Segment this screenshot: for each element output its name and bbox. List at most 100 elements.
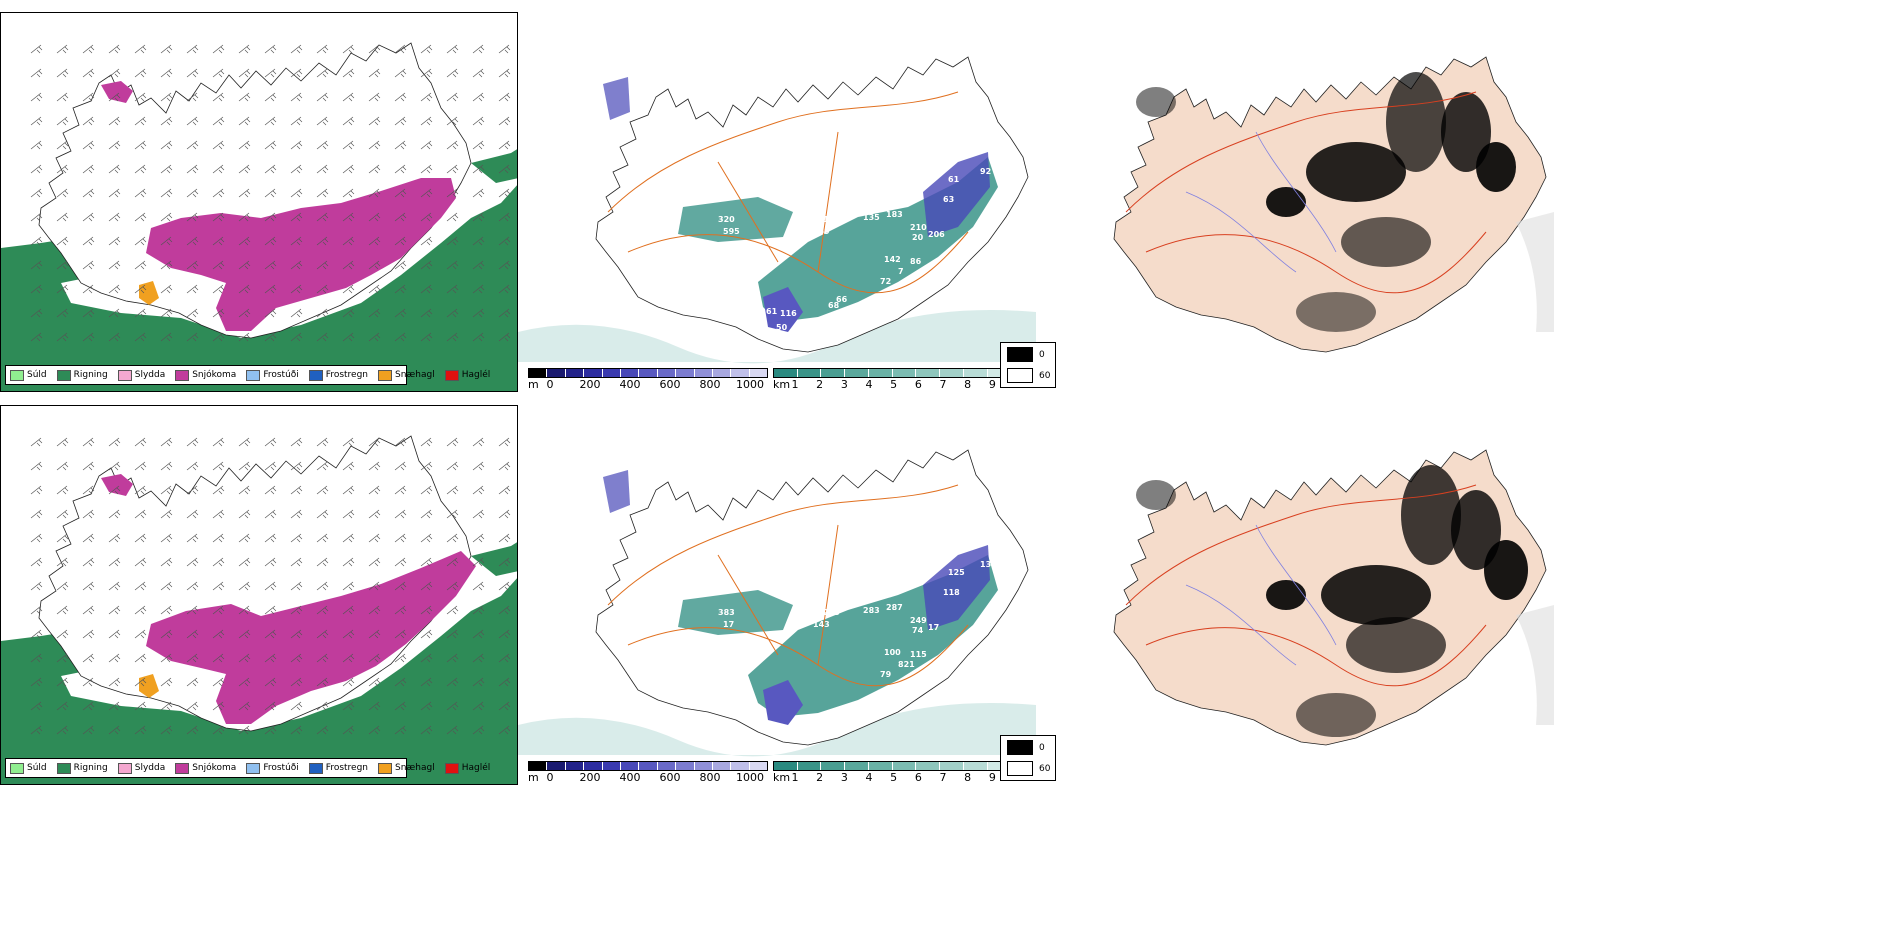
precip-legend-item: Snæhagl — [378, 369, 435, 381]
cloudbase-patch-northwest — [603, 470, 630, 513]
cloud-value-label: 821 — [898, 660, 915, 669]
fog-patches — [1136, 72, 1516, 332]
legend-swatch — [246, 369, 261, 381]
precip-legend: Súld Rigning Slydda Snjókoma Frostúði Frostre… — [5, 758, 490, 778]
fog-dark-swatch — [1007, 347, 1033, 362]
cloud-value-label: 125 — [948, 568, 965, 577]
colorbar-segment — [774, 369, 798, 377]
precip-legend-item: Haglél — [444, 762, 490, 774]
visibility-colorbar — [773, 761, 1035, 771]
colorbar-tick: 200 — [579, 378, 601, 391]
colorbar-segment — [868, 762, 893, 770]
fog-legend: 0 60 — [1000, 342, 1056, 388]
cloud-value-label: 287 — [886, 603, 903, 612]
colorbar-segment — [694, 762, 713, 770]
wind-barbs — [30, 437, 511, 735]
fog-dark-label: 0 — [1039, 742, 1045, 753]
colorbar-tick: 1 — [791, 378, 799, 391]
fog-patch — [1341, 217, 1431, 267]
cloud-value-label: 86 — [910, 257, 922, 266]
snow-area-northwest — [101, 474, 133, 496]
colorbar-segment — [712, 369, 732, 377]
colorbar-segment — [797, 762, 822, 770]
legend-label: Snjókoma — [192, 370, 237, 380]
visibility-ticks: km12345678910 — [773, 771, 1035, 785]
colorbar-tick: 800 — [699, 378, 721, 391]
colorbar-tick: 0 — [546, 378, 554, 391]
legend-swatch — [378, 369, 393, 381]
colorbar-segment — [821, 762, 846, 770]
colorbar-segment — [565, 369, 585, 377]
legend-swatch — [117, 369, 132, 381]
colorbar-segment — [676, 369, 695, 377]
colorbar-tick: 9 — [988, 378, 996, 391]
colorbar-segment — [657, 762, 677, 770]
fog-patch — [1296, 693, 1376, 737]
colorbar-segment — [657, 369, 677, 377]
fog-patch — [1484, 540, 1528, 600]
colorbar-tick: 1 — [791, 771, 799, 784]
cloud-value-label: 100 — [884, 648, 901, 657]
cloud-value-label: 595 — [723, 227, 740, 236]
colorbar-tick: 0 — [546, 771, 554, 784]
fog-patch — [1296, 292, 1376, 332]
fog-patch — [1386, 72, 1446, 172]
cloudbase-patch-east — [923, 545, 990, 630]
colorbar-tick: 4 — [865, 378, 873, 391]
rain-area — [1, 185, 517, 391]
legend-label: Slydda — [134, 370, 166, 380]
precip-legend: Súld Rigning Slydda Snjókoma Frostúði Frostre… — [5, 365, 490, 385]
colorbar-unit: km — [773, 771, 791, 784]
colorbar-unit: m — [528, 771, 539, 784]
colorbar-tick: 4 — [865, 771, 873, 784]
cloud-value-label: 66 — [836, 295, 848, 304]
cloudbase-patch-east — [923, 152, 990, 237]
cloud-value-label: 50 — [776, 323, 788, 332]
precip-legend-item: Snjókoma — [175, 762, 236, 774]
legend-label: Frostregn — [325, 763, 369, 773]
cloud-value-label: 115 — [910, 650, 927, 659]
road-network — [1125, 484, 1487, 687]
colorbar-tick: 3 — [840, 771, 848, 784]
cloudbase-colorbar — [528, 368, 768, 378]
colorbar-segment — [916, 369, 941, 377]
road-network — [607, 484, 969, 687]
visibility-area-west — [678, 590, 793, 635]
cloud-value-label: 142 — [884, 255, 901, 264]
legend-swatch — [378, 762, 393, 774]
colorbar-segment — [565, 762, 585, 770]
legend-swatch — [117, 762, 132, 774]
cloud-value-label: 245 — [863, 578, 880, 587]
cloud-value-label: 183 — [886, 210, 903, 219]
cloud-value-label: 135 — [863, 213, 880, 222]
colorbar-segment — [676, 762, 695, 770]
cloudbase-patch — [763, 680, 803, 725]
colorbar-tick: 6 — [914, 771, 922, 784]
precip-legend-item: Súld — [10, 762, 47, 774]
fog-light-label: 60 — [1039, 763, 1051, 774]
fog-patch — [1476, 142, 1516, 192]
legend-label: Frostregn — [325, 370, 369, 380]
precip-map-canvas — [1, 13, 517, 391]
colorbar-segment — [547, 369, 566, 377]
snow-pellet-area — [139, 281, 159, 305]
colorbar-unit: m — [528, 378, 539, 391]
legend-swatch — [444, 762, 459, 774]
legend-swatch — [175, 762, 190, 774]
snow-area — [146, 551, 476, 724]
colorbar-segment — [731, 369, 750, 377]
colorbar-segment — [749, 762, 768, 770]
colorbar-segment — [639, 762, 658, 770]
precip-legend-item: Frostúði — [246, 369, 299, 381]
cloud-value-label: 763 — [750, 325, 767, 334]
cloud-value-label: 116 — [780, 309, 797, 318]
cloud-value-label: 206 — [928, 230, 945, 239]
